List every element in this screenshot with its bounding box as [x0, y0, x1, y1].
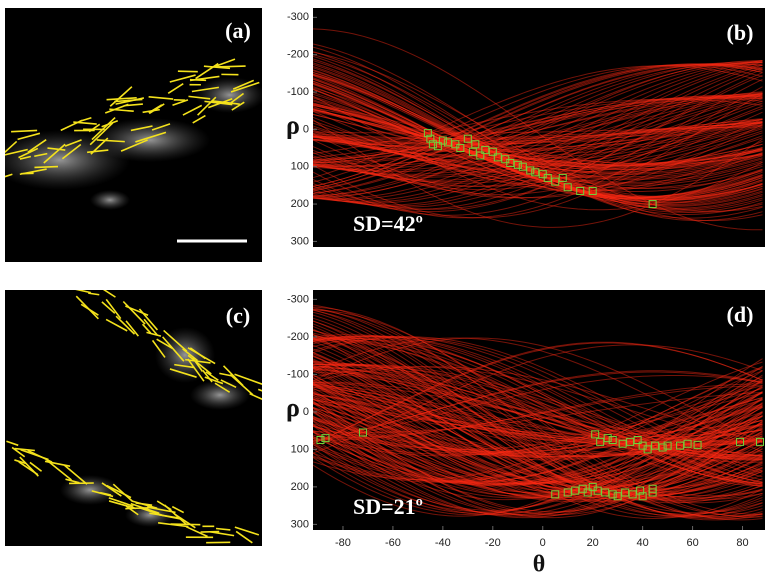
x-tick-label: 40 — [637, 537, 649, 549]
x-tick-label: -20 — [485, 537, 501, 549]
y-tick-label: 0 — [303, 123, 309, 135]
panel-label: (a) — [225, 18, 251, 43]
y-tick-label: -300 — [287, 11, 309, 23]
x-axis-label: θ — [533, 552, 546, 578]
x-tick-label: 20 — [587, 537, 599, 549]
x-tick-label: 80 — [736, 537, 748, 549]
panel-label: (b) — [727, 20, 754, 45]
y-axis-label: ρ — [286, 393, 300, 422]
y-tick-label: 100 — [291, 161, 309, 173]
filament — [34, 167, 58, 168]
y-tick-label: -200 — [287, 331, 309, 343]
annotation: SD=21º — [353, 494, 423, 519]
filament — [178, 71, 198, 72]
y-tick-label: 300 — [291, 518, 309, 530]
y-tick-label: -300 — [287, 293, 309, 305]
x-tick-label: -60 — [385, 537, 401, 549]
filament — [216, 66, 245, 67]
y-tick-label: 300 — [291, 235, 309, 247]
annotation: SD=42º — [353, 211, 423, 236]
filament — [190, 80, 206, 81]
panel-label: (c) — [226, 303, 250, 328]
x-tick-label: -80 — [335, 537, 351, 549]
y-axis-label: ρ — [286, 110, 300, 139]
filament — [171, 524, 201, 525]
y-tick-label: -100 — [287, 368, 309, 380]
y-tick-label: 100 — [291, 443, 309, 455]
x-tick-label: 0 — [540, 537, 546, 549]
y-tick-label: 0 — [303, 406, 309, 418]
y-tick-label: 200 — [291, 198, 309, 210]
y-tick-label: -200 — [287, 49, 309, 61]
x-tick-label: -40 — [435, 537, 451, 549]
panel-label: (d) — [727, 302, 754, 327]
y-tick-label: 200 — [291, 481, 309, 493]
y-tick-label: -100 — [287, 86, 309, 98]
x-tick-label: 60 — [686, 537, 698, 549]
